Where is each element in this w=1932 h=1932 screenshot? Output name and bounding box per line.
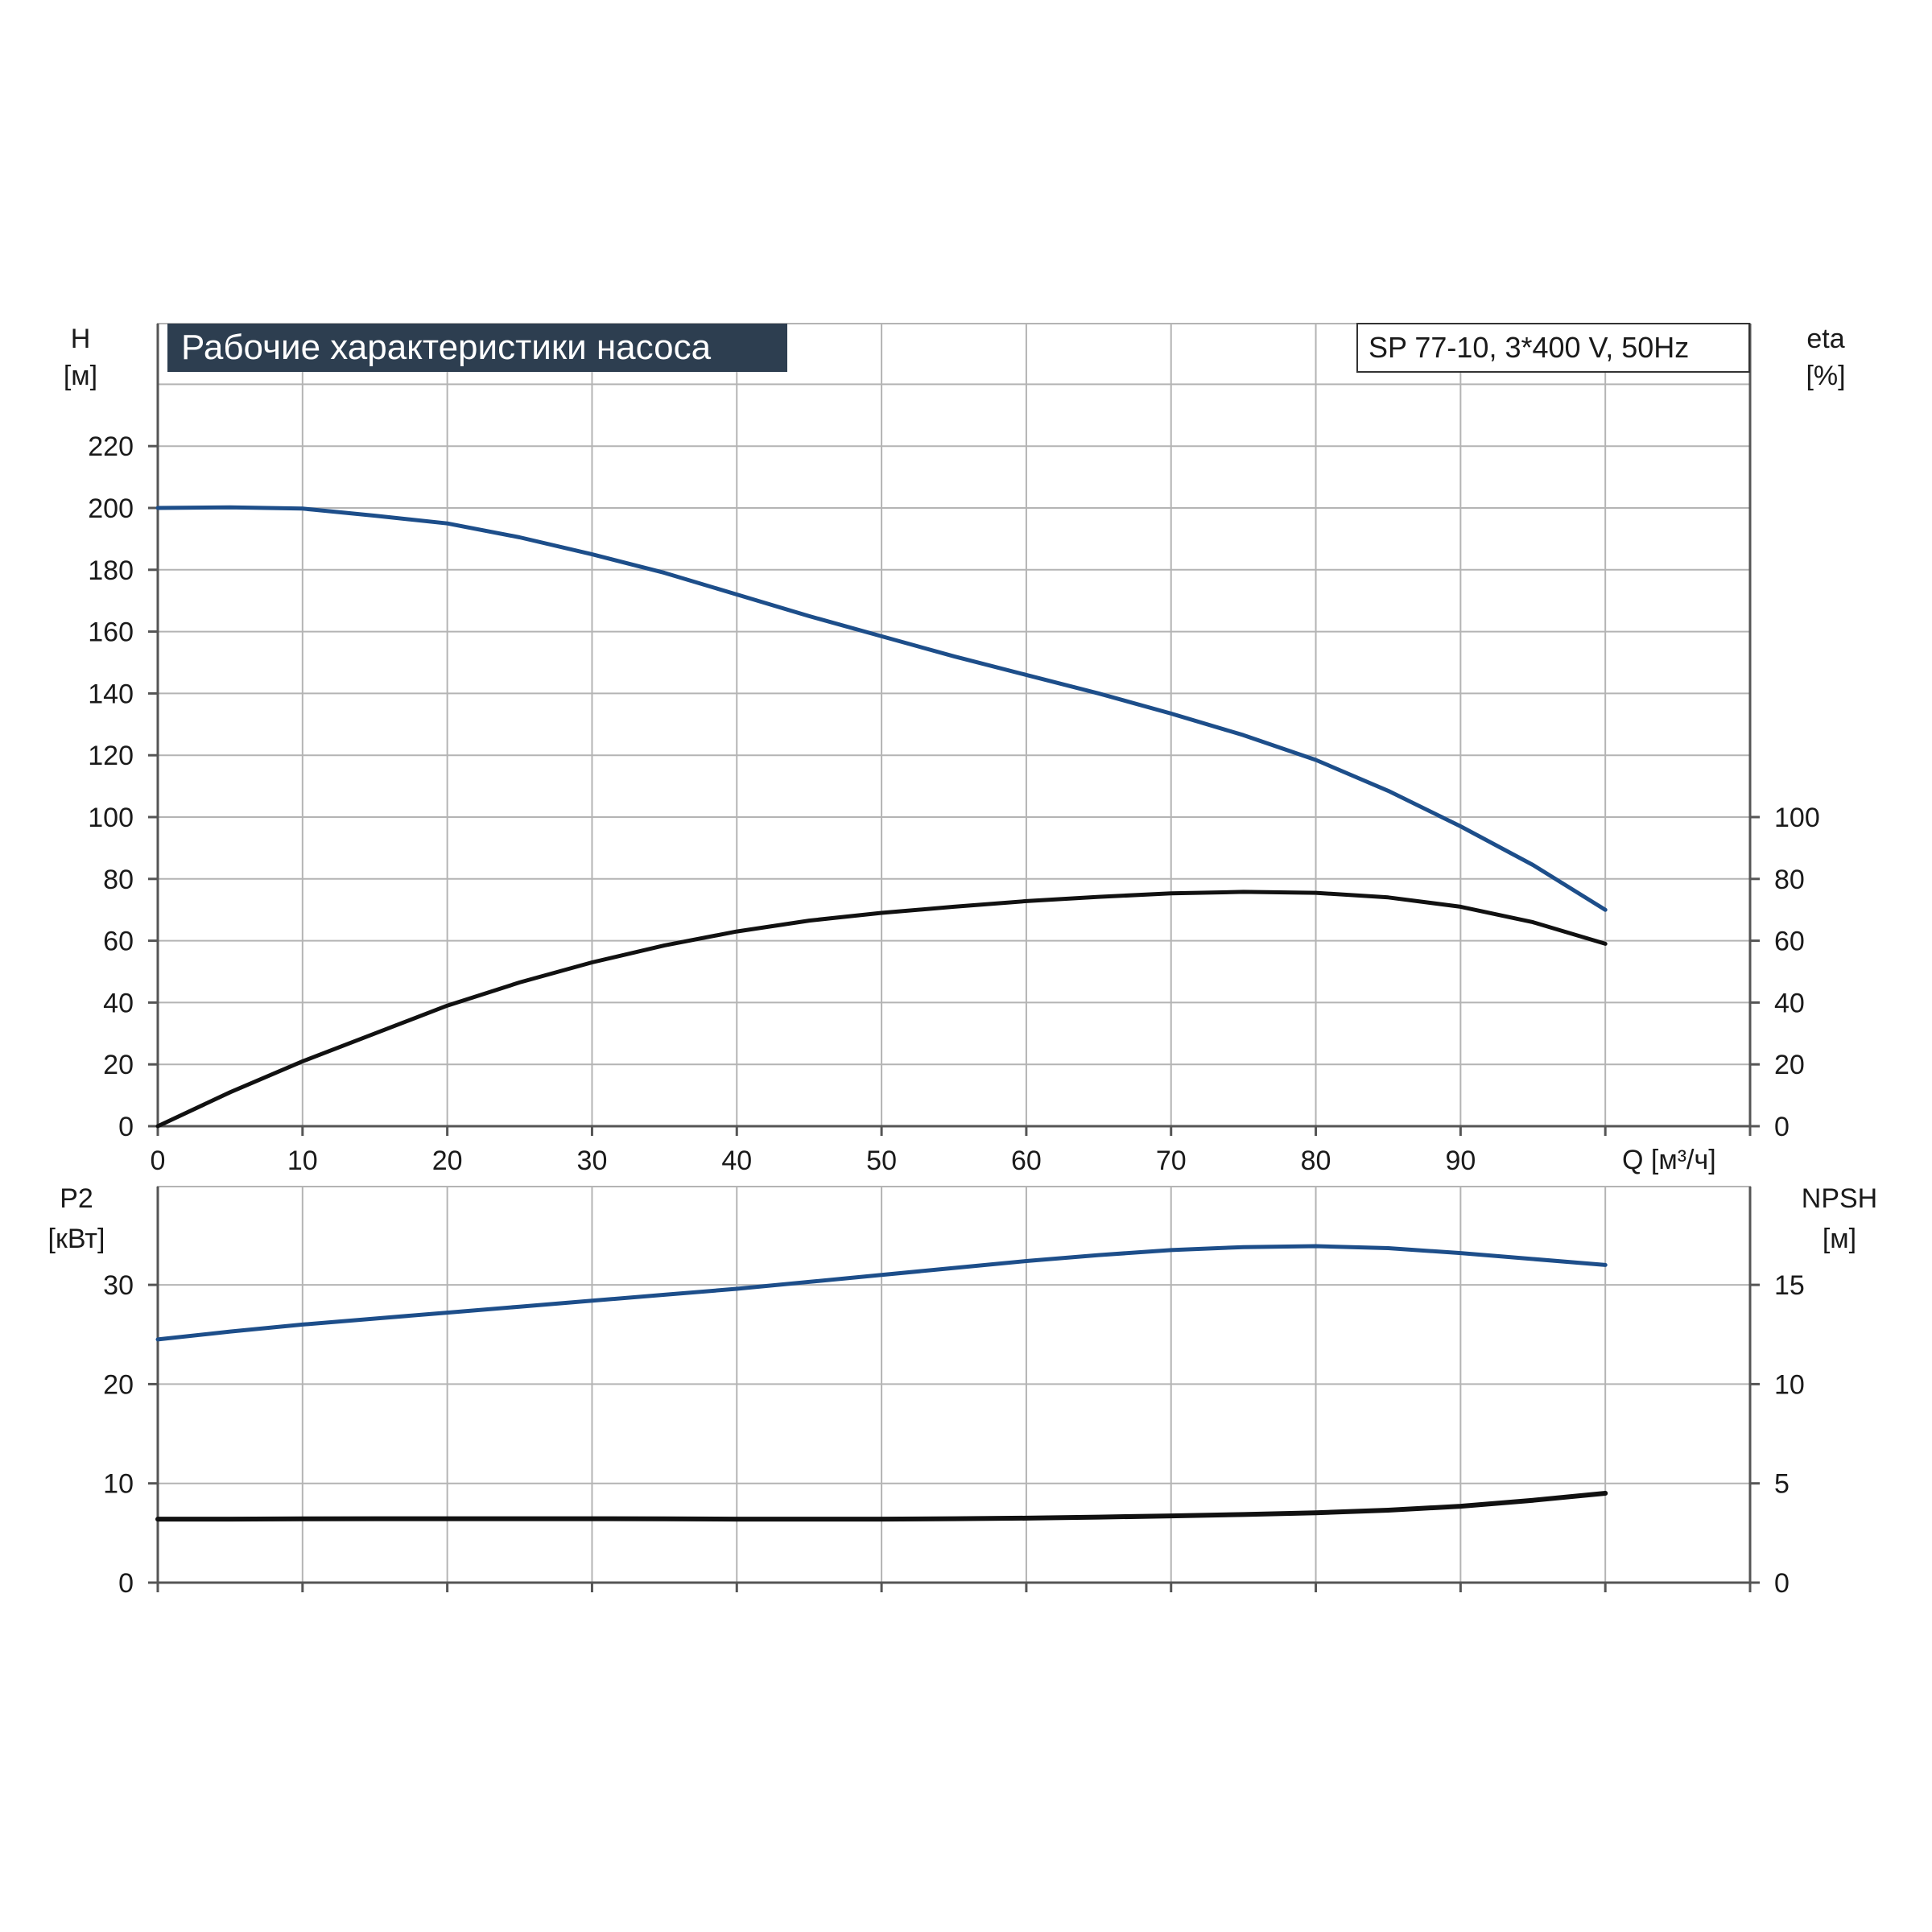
x-tick-label: 80 (1301, 1146, 1331, 1176)
top-panel: 0204060801001201401601802002200204060801… (88, 323, 1820, 1176)
x-tick-label: 50 (866, 1146, 897, 1176)
top-right-axis-title: eta (1806, 324, 1844, 354)
model-label: SP 77-10, 3*400 V, 50Hz (1368, 331, 1689, 364)
model-label-frame (1356, 323, 1750, 373)
bottom-right-axis-unit: [м] (1823, 1224, 1856, 1254)
series-line-1-1 (155, 1491, 1608, 1522)
x-tick-label: 30 (577, 1146, 608, 1176)
right-tick-label: 60 (1774, 927, 1805, 957)
left-tick-label: 200 (88, 493, 134, 524)
left-tick-label: 10 (103, 1469, 134, 1500)
bottom-left-axis-title: P2 (60, 1183, 93, 1214)
x-axis-title: Q [м³/ч] (1622, 1145, 1716, 1175)
bottom-right-axis-title: NPSH (1802, 1183, 1877, 1214)
top-left-axis-unit: [м] (64, 361, 97, 391)
series-line-0-0 (155, 505, 1608, 912)
x-tick-label: 70 (1156, 1146, 1187, 1176)
model-label-box: SP 77-10, 3*400 V, 50Hz (1356, 323, 1750, 373)
right-tick-label: 10 (1774, 1369, 1805, 1400)
left-tick-label: 100 (88, 803, 134, 833)
left-tick-label: 0 (118, 1112, 134, 1142)
left-tick-label: 160 (88, 617, 134, 648)
right-tick-label: 5 (1774, 1469, 1790, 1500)
left-tick-label: 80 (103, 865, 134, 895)
x-tick-label: 20 (432, 1146, 463, 1176)
x-tick-label: 0 (151, 1146, 166, 1176)
top-left-axis-title: H (71, 324, 91, 354)
series-line-1-0 (155, 1244, 1608, 1342)
x-tick-label: 40 (721, 1146, 752, 1176)
chart-title: Рабочие характеристики насоса (181, 328, 712, 367)
right-tick-label: 80 (1774, 865, 1805, 895)
x-tick-label: 10 (287, 1146, 318, 1176)
title-box: Рабочие характеристики насоса (167, 324, 787, 372)
left-tick-label: 140 (88, 679, 134, 709)
left-tick-label: 60 (103, 927, 134, 957)
left-tick-label: 180 (88, 555, 134, 586)
right-tick-label: 40 (1774, 988, 1805, 1018)
right-tick-label: 20 (1774, 1050, 1805, 1080)
top-right-axis-unit: [%] (1806, 361, 1845, 391)
left-tick-label: 30 (103, 1270, 134, 1301)
left-tick-label: 20 (103, 1050, 134, 1080)
x-tick-label: 60 (1011, 1146, 1042, 1176)
right-tick-label: 100 (1774, 803, 1820, 833)
x-tick-label: 90 (1445, 1146, 1476, 1176)
left-tick-label: 0 (118, 1568, 134, 1599)
left-tick-label: 20 (103, 1369, 134, 1400)
left-tick-label: 220 (88, 431, 134, 462)
bottom-panel: 0 10 20 30 0 5 10 15 (103, 1186, 1805, 1599)
title-background (167, 324, 787, 372)
right-tick-label: 15 (1774, 1270, 1805, 1301)
left-tick-label: 40 (103, 988, 134, 1018)
right-tick-label: 0 (1774, 1568, 1790, 1599)
bottom-left-axis-unit: [кВт] (48, 1224, 105, 1254)
right-tick-label: 0 (1774, 1112, 1790, 1142)
left-tick-label: 120 (88, 741, 134, 771)
series-line-0-1 (155, 890, 1608, 1129)
